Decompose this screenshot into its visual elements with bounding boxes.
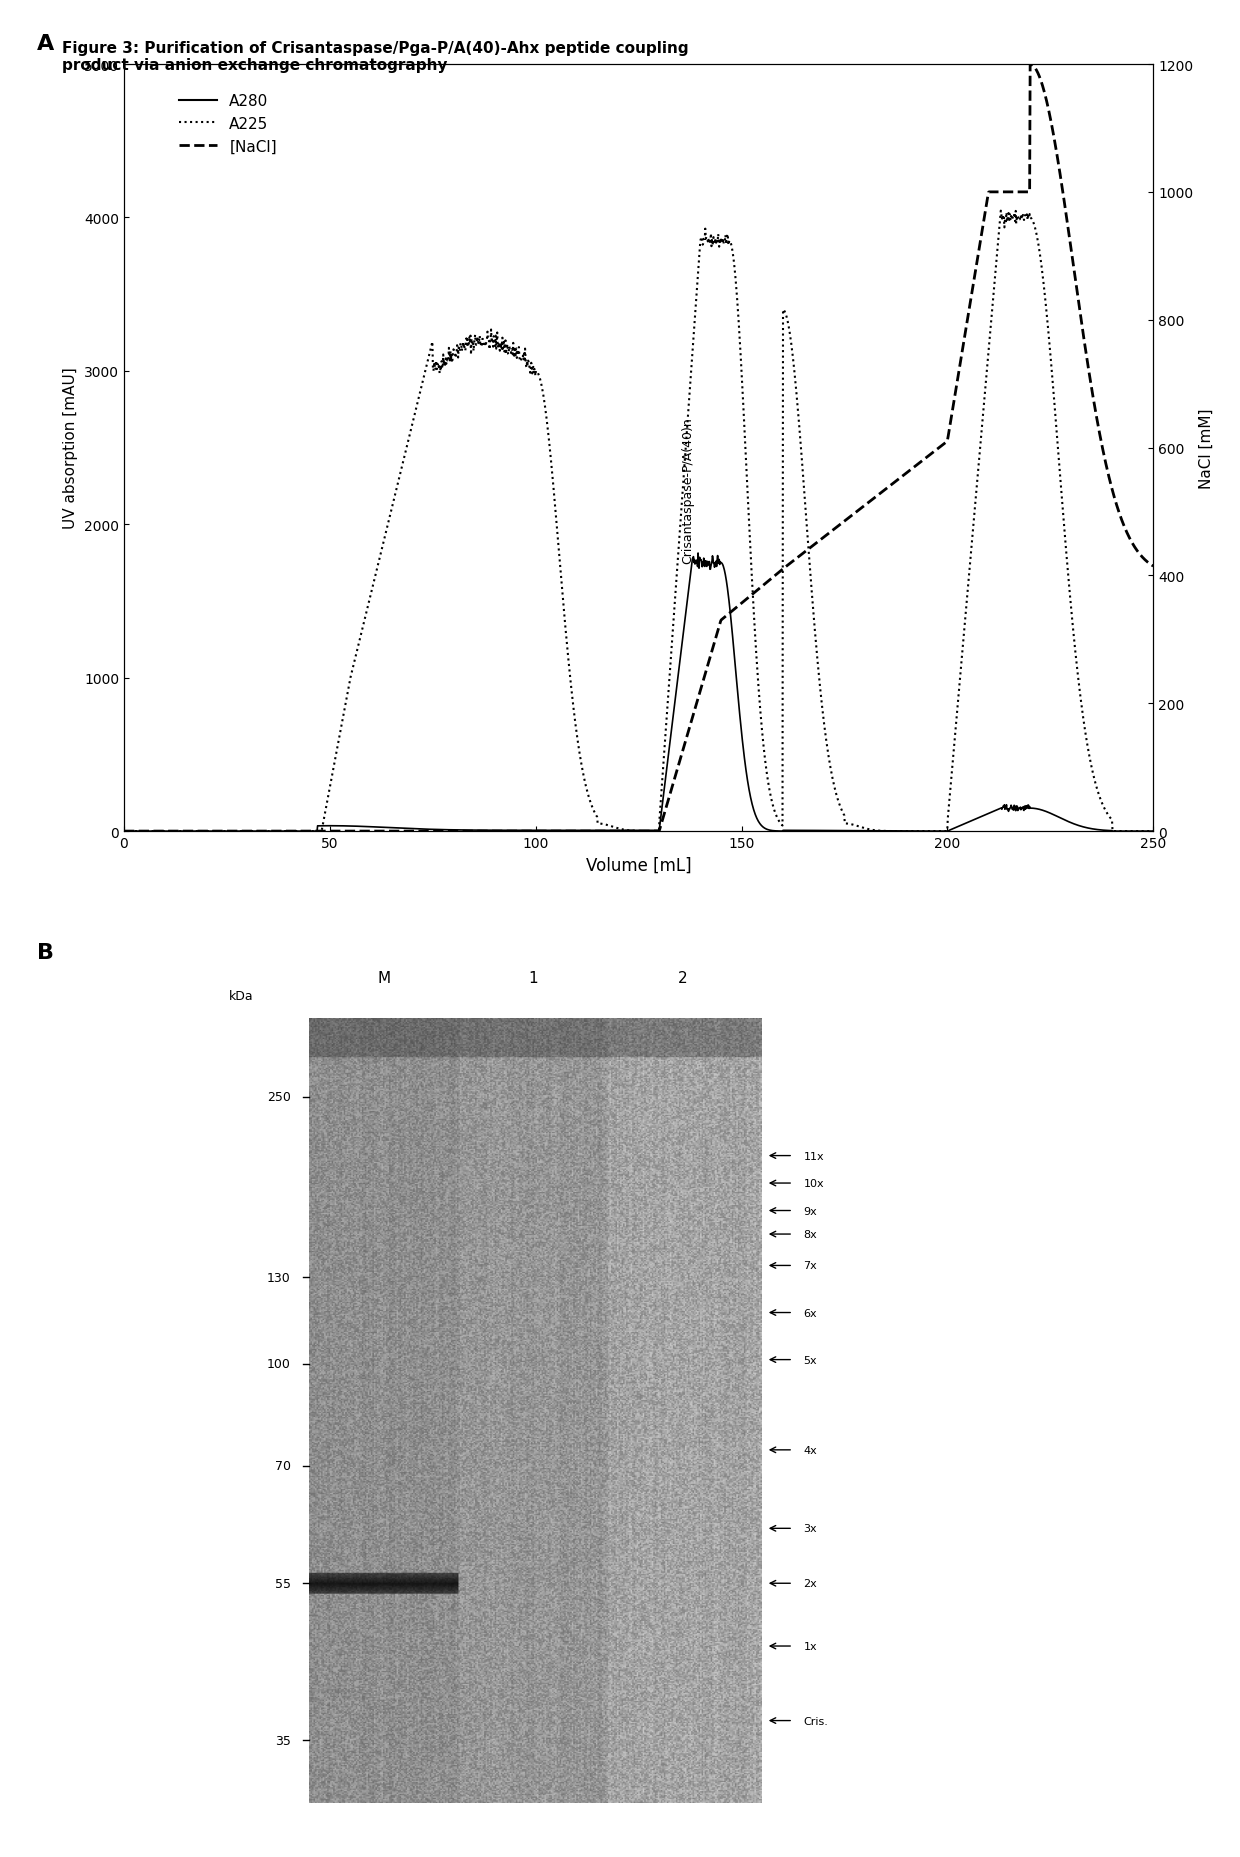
[NaCl] bbox=[169, 821, 184, 843]
A225 bbox=[618, 819, 632, 841]
A280 bbox=[928, 821, 942, 843]
Text: B: B bbox=[36, 943, 53, 962]
[NaCl] bbox=[1116, 514, 1131, 537]
A280 bbox=[1116, 821, 1131, 843]
[NaCl] bbox=[1116, 514, 1131, 537]
Text: 4x: 4x bbox=[804, 1445, 817, 1456]
A225 bbox=[993, 201, 1008, 223]
[NaCl] bbox=[1146, 555, 1161, 578]
Text: Figure 3: Purification of Crisantaspase/Pga-P/A(40)-Ahx peptide coupling
product: Figure 3: Purification of Crisantaspase/… bbox=[62, 41, 688, 72]
Text: 6x: 6x bbox=[804, 1307, 817, 1318]
A280 bbox=[1146, 821, 1161, 843]
A225 bbox=[1116, 821, 1131, 843]
Line: [NaCl]: [NaCl] bbox=[124, 65, 1153, 832]
Legend: A280, A225, [NaCl]: A280, A225, [NaCl] bbox=[172, 87, 283, 160]
Text: 130: 130 bbox=[267, 1270, 290, 1283]
A280 bbox=[590, 819, 605, 841]
Y-axis label: UV absorption [mAU]: UV absorption [mAU] bbox=[63, 368, 78, 529]
Text: 8x: 8x bbox=[804, 1229, 817, 1239]
A225 bbox=[1146, 821, 1161, 843]
[NaCl] bbox=[928, 440, 942, 462]
Text: 2: 2 bbox=[678, 971, 688, 986]
A225 bbox=[117, 821, 131, 843]
Text: 55: 55 bbox=[274, 1577, 290, 1590]
Y-axis label: NaCl [mM]: NaCl [mM] bbox=[1199, 409, 1214, 488]
Text: 3x: 3x bbox=[804, 1523, 817, 1534]
Text: Crisantaspase-P/A(40)n: Crisantaspase-P/A(40)n bbox=[682, 416, 694, 563]
[NaCl] bbox=[590, 821, 605, 843]
Text: 9x: 9x bbox=[804, 1205, 817, 1216]
Text: M: M bbox=[377, 971, 391, 986]
Text: 2x: 2x bbox=[804, 1578, 817, 1588]
Text: 5x: 5x bbox=[804, 1356, 817, 1365]
A225 bbox=[169, 821, 184, 843]
[NaCl] bbox=[1023, 54, 1038, 76]
A280 bbox=[618, 819, 632, 841]
Text: 1: 1 bbox=[528, 971, 538, 986]
Text: 10x: 10x bbox=[804, 1179, 825, 1188]
Text: 1x: 1x bbox=[804, 1642, 817, 1651]
Text: A: A bbox=[36, 33, 53, 54]
A225 bbox=[928, 821, 942, 843]
[NaCl] bbox=[618, 821, 632, 843]
A280 bbox=[169, 821, 184, 843]
Text: kDa: kDa bbox=[228, 990, 253, 1003]
Text: 35: 35 bbox=[275, 1734, 290, 1747]
A280 bbox=[691, 542, 706, 565]
[NaCl] bbox=[117, 821, 131, 843]
A280 bbox=[1116, 821, 1131, 843]
A280 bbox=[117, 821, 131, 843]
Line: A225: A225 bbox=[124, 212, 1153, 832]
Text: Cris.: Cris. bbox=[804, 1716, 828, 1725]
Text: 11x: 11x bbox=[804, 1151, 825, 1161]
A225 bbox=[590, 806, 605, 828]
Text: 70: 70 bbox=[274, 1460, 290, 1473]
Text: 100: 100 bbox=[267, 1357, 290, 1370]
Text: 250: 250 bbox=[267, 1090, 290, 1103]
X-axis label: Volume [mL]: Volume [mL] bbox=[585, 856, 692, 875]
Text: 7x: 7x bbox=[804, 1261, 817, 1270]
A225 bbox=[1116, 821, 1131, 843]
Line: A280: A280 bbox=[124, 553, 1153, 832]
